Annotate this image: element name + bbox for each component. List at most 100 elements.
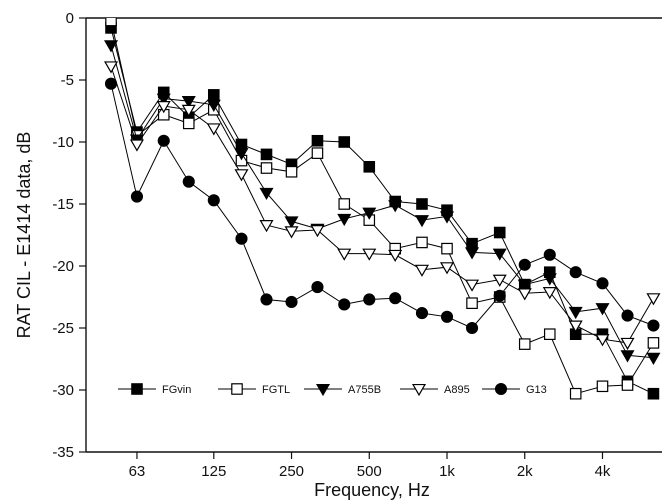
data-point-a755b (259, 187, 274, 201)
data-point-a755b (181, 96, 196, 109)
data-point-g13 (621, 309, 634, 322)
series-line-a755b (110, 45, 654, 359)
data-point-g13 (389, 292, 402, 305)
data-point-a895 (620, 337, 635, 351)
y-tick-label: -5 (61, 72, 74, 89)
series-line-fgvin (110, 27, 654, 395)
x-tick-label: 1k (439, 463, 455, 480)
data-point-a755b (517, 279, 532, 292)
data-point-fgvin (207, 89, 220, 101)
data-point-fgvin (647, 387, 660, 400)
legend-label: G13 (526, 384, 547, 396)
data-point-a895 (156, 101, 171, 114)
data-point-a895 (414, 264, 430, 277)
data-point-g13 (104, 77, 118, 90)
data-point-g13 (647, 319, 660, 332)
data-point-fgtl (105, 18, 117, 27)
data-point-a755b (337, 213, 352, 227)
data-point-g13 (285, 295, 298, 309)
legend-item-fgtl: FGTL (218, 383, 290, 396)
x-tick-label: 250 (279, 463, 304, 480)
data-point-g13 (569, 266, 582, 279)
data-point-fgtl (311, 147, 324, 159)
data-point-a895 (542, 287, 557, 300)
data-point-g13 (440, 310, 454, 323)
legend-item-g13: G13 (482, 382, 547, 396)
data-point-a895 (517, 288, 532, 301)
data-point-g13 (311, 281, 324, 294)
legend-marker-a755b (315, 383, 331, 397)
data-point-fgvin (235, 138, 248, 151)
data-point-a755b (284, 216, 299, 229)
data-point-a895 (284, 226, 299, 239)
data-point-fgtl (260, 162, 273, 174)
series-a895 (104, 61, 661, 351)
y-tick-label: -25 (52, 320, 74, 337)
y-tick-label: -30 (52, 382, 74, 399)
data-point-a895 (206, 123, 221, 136)
data-point-fgtl (596, 380, 609, 393)
x-tick-label: 125 (201, 463, 226, 480)
data-point-g13 (157, 134, 170, 147)
series-layer (104, 18, 661, 400)
data-point-g13 (596, 277, 609, 290)
data-point-g13 (543, 248, 556, 261)
data-point-g13 (415, 307, 429, 320)
data-point-a895 (362, 248, 377, 261)
legend-marker-fgtl (231, 383, 243, 395)
data-point-fgtl (441, 242, 453, 255)
data-point-a895 (337, 248, 352, 261)
data-point-fgtl (466, 297, 478, 309)
data-point-a755b (439, 211, 455, 224)
data-point-fgvin (416, 198, 428, 210)
data-point-g13 (518, 258, 531, 271)
data-point-a895 (492, 274, 507, 287)
legend-item-a895: A895 (400, 383, 470, 397)
x-tick-label: 63 (129, 463, 146, 480)
data-point-fgtl (416, 236, 428, 249)
data-point-a755b (104, 40, 119, 53)
legend-label: A895 (444, 384, 470, 396)
data-point-a755b (234, 148, 249, 161)
data-point-g13 (235, 232, 248, 245)
legend-marker-fgvin (131, 383, 143, 395)
series-fgtl (105, 18, 660, 400)
data-point-a895 (234, 169, 249, 182)
data-point-a755b (595, 303, 610, 316)
y-tick-label: -20 (52, 258, 74, 275)
data-point-a755b (568, 306, 583, 320)
series-line-g13 (110, 83, 654, 329)
x-tick-label: 2k (517, 463, 533, 480)
data-point-fgvin (260, 148, 273, 161)
data-point-g13 (493, 289, 506, 302)
data-point-a755b (362, 207, 377, 220)
data-point-a755b (206, 99, 221, 112)
data-point-a895 (439, 262, 455, 275)
data-point-a755b (465, 247, 480, 260)
data-point-a895 (181, 104, 196, 117)
data-point-fgtl (569, 387, 582, 400)
data-point-a895 (465, 279, 480, 292)
legend-marker-g13 (494, 382, 508, 396)
legend-item-a755b: A755B (304, 383, 381, 397)
data-point-a755b (492, 248, 507, 261)
y-axis-title: RAT CIL - E1414 data, dB (14, 132, 34, 339)
data-point-g13 (260, 293, 273, 306)
series-line-a895 (110, 66, 654, 344)
series-line-fgtl (110, 20, 654, 395)
data-point-g13 (465, 321, 479, 335)
data-point-a895 (646, 293, 661, 306)
data-point-a895 (388, 249, 403, 263)
data-point-a755b (620, 350, 635, 363)
y-tick-label: 0 (66, 10, 74, 27)
data-point-a895 (310, 225, 325, 238)
data-point-a895 (259, 220, 274, 233)
legend: FGvin FGTL A755B A895 G13 (118, 382, 547, 397)
legend-item-fgvin: FGvin (118, 383, 191, 396)
data-point-g13 (338, 298, 351, 311)
data-point-a755b (388, 200, 403, 213)
series-g13 (104, 77, 660, 335)
data-point-a895 (595, 334, 610, 347)
data-point-fgtl (518, 338, 531, 350)
